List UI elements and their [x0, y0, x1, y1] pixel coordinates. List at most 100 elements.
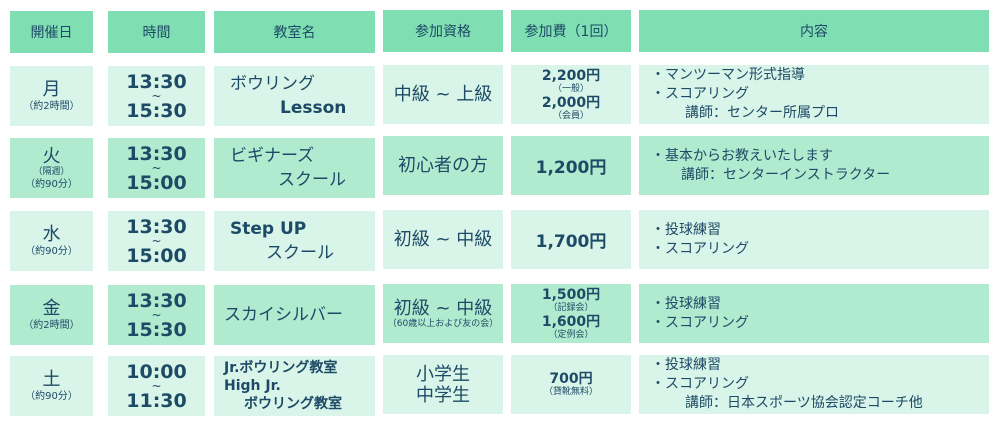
fee-price: 700円 [549, 371, 593, 387]
qualification: 小学生 [416, 363, 470, 385]
end-time: 15:00 [126, 171, 187, 194]
content-line: 講師：センター所属プロ [685, 105, 839, 121]
row1-class-name: ボウリング Lesson [214, 66, 375, 126]
row3-day: 水（約90分） [10, 211, 93, 271]
row2-time: 13:30 ~15:00 [108, 138, 205, 198]
row1-qualification: 中級 ~ 上級 [383, 65, 503, 124]
fee-price: 2,200円 [541, 67, 601, 84]
day-note: （隔週） [33, 166, 70, 177]
content-line: 講師：日本スポーツ協会認定コーチ他 [685, 395, 923, 411]
class-name-line: Step UP [230, 219, 307, 239]
row4-qualification: 初級 ~ 中級 （60歳以上および友の会） [383, 284, 503, 343]
day: 月 [42, 79, 61, 100]
tilde: ~ [151, 378, 162, 393]
content-line: ・スコアリング [651, 314, 749, 331]
class-name-line: スカイシルバー [224, 305, 343, 325]
row1-fee: 2,200円 （一般） 2,000円 （会員） [511, 65, 631, 124]
row5-fee: 700円 （貸靴無料） [511, 355, 631, 414]
row2-qualification: 初心者の方 [383, 136, 503, 195]
day: 火 [42, 145, 61, 167]
content-line: ・スコアリング [651, 240, 749, 257]
fee-price: 1,600円 [541, 313, 601, 330]
row3-class-name: Step UP スクール [214, 211, 375, 271]
day: 金 [42, 298, 61, 319]
end-time: 15:30 [126, 99, 187, 122]
header-qualification: 参加資格 [383, 10, 503, 52]
day-note: （約2時間） [23, 320, 80, 331]
row4-day: 金（約2時間） [10, 285, 93, 345]
day-note: （約90分） [25, 391, 78, 402]
day-note: （約90分） [25, 178, 78, 190]
row3-time: 13:30 ~15:00 [108, 211, 205, 271]
fee-note: （会員） [552, 110, 589, 121]
row1-time: 13:30 ~15:30 [108, 66, 205, 126]
qualification-note: （60歳以上および友の会） [387, 318, 499, 329]
content-line: ・投球練習 [651, 357, 721, 373]
row4-content: ・投球練習・スコアリング [639, 284, 989, 343]
end-time: 15:00 [126, 244, 187, 267]
content-line: ・スコアリング [651, 86, 749, 102]
fee-price: 1,200円 [535, 158, 607, 178]
start-time: 13:30 [126, 289, 187, 312]
content-line: ・スコアリング [651, 376, 749, 392]
tilde: ~ [151, 160, 162, 175]
content-line: ・基本からお教えいたします [651, 147, 833, 164]
day: 土 [42, 369, 61, 390]
day-note: （約2時間） [23, 101, 80, 112]
header-day: 開催日 [10, 11, 93, 53]
row2-content: ・基本からお教えいたします講師：センターインストラクター [639, 136, 989, 195]
class-name-line: High Jr. [224, 378, 281, 394]
fee-note: （一般） [552, 83, 589, 94]
fee-price: 2,000円 [541, 94, 601, 111]
content-line: ・投球練習 [651, 221, 721, 238]
start-time: 10:00 [126, 360, 187, 383]
row2-class-name: ビギナーズスクール [214, 138, 375, 198]
tilde: ~ [151, 307, 162, 322]
row4-class-name: スカイシルバー [214, 285, 375, 345]
end-time: 15:30 [126, 318, 187, 341]
qualification: 中学生 [416, 384, 470, 406]
end-time: 11:30 [126, 389, 187, 412]
header-content: 内容 [639, 10, 989, 52]
content-line: 講師：センターインストラクター [681, 166, 891, 183]
header-fee: 参加費（1回） [511, 10, 631, 52]
class-name-line: スクール [278, 170, 346, 190]
row5-time: 10:00 ~11:30 [108, 356, 205, 416]
row2-day: 火（隔週） （約90分） [10, 138, 93, 198]
row3-content: ・投球練習・スコアリング [639, 210, 989, 269]
row3-fee: 1,700円 [511, 210, 631, 269]
class-name-line: ボウリング教室 [244, 396, 342, 412]
start-time: 13:30 [126, 142, 187, 165]
row5-qualification: 小学生 中学生 [383, 355, 503, 414]
qualification: 初級 ~ 中級 [393, 297, 493, 319]
row4-time: 13:30 ~15:30 [108, 285, 205, 345]
start-time: 13:30 [126, 215, 187, 238]
class-name-line: スクール [266, 243, 334, 263]
row5-content: ・投球練習・スコアリング講師：日本スポーツ協会認定コーチ他 [639, 355, 989, 414]
class-name-line: Lesson [280, 98, 347, 118]
day-note: （約90分） [25, 246, 78, 257]
row1-content: ・マンツーマン形式指導 ・スコアリング講師：センター所属プロ [639, 65, 989, 124]
row5-day: 土（約90分） [10, 356, 93, 416]
class-name-line: ボウリング [230, 74, 315, 94]
row1-day: 月（約2時間） [10, 66, 93, 126]
content-line: ・投球練習 [651, 295, 721, 312]
fee-note: （記録会） [548, 302, 594, 313]
row3-qualification: 初級 ~ 中級 [383, 210, 503, 269]
class-name-line: Jr.ボウリング教室 [224, 360, 338, 376]
header-class-name: 教室名 [214, 11, 375, 53]
fee-note: （貸靴無料） [543, 387, 598, 397]
row2-fee: 1,200円 [511, 136, 631, 195]
content-line: ・マンツーマン形式指導 [651, 67, 805, 83]
tilde: ~ [151, 88, 162, 103]
fee-price: 1,700円 [535, 232, 607, 252]
start-time: 13:30 [126, 70, 187, 93]
header-time: 時間 [108, 11, 205, 53]
row5-class-name: Jr.ボウリング教室 High Jr. ボウリング教室 [214, 356, 375, 416]
fee-price: 1,500円 [541, 286, 601, 303]
fee-note: （定例会） [548, 329, 594, 340]
tilde: ~ [151, 233, 162, 248]
row4-fee: 1,500円 （記録会） 1,600円 （定例会） [511, 284, 631, 343]
day: 水 [42, 224, 61, 245]
class-name-line: ビギナーズ [230, 146, 315, 166]
